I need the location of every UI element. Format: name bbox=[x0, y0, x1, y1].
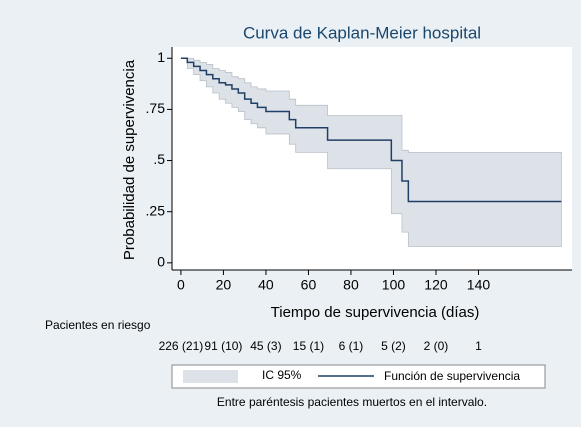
risk-count: 15 (1) bbox=[293, 339, 324, 353]
x-axis-label: Tiempo de supervivencia (días) bbox=[271, 304, 480, 321]
x-tick-label: 40 bbox=[258, 277, 274, 293]
x-tick-label: 100 bbox=[382, 277, 406, 293]
risk-count: 5 (2) bbox=[381, 339, 406, 353]
y-tick-label: .25 bbox=[146, 202, 166, 218]
chart-title: Curva de Kaplan-Meier hospital bbox=[243, 23, 481, 42]
y-tick-label: .5 bbox=[153, 151, 165, 167]
risk-count: 226 (21) bbox=[159, 339, 204, 353]
legend-label: Función de supervivencia bbox=[384, 369, 520, 383]
risk-count: 1 bbox=[475, 339, 482, 353]
risk-count: 2 (0) bbox=[424, 339, 449, 353]
survival-line bbox=[180, 57, 562, 203]
x-tick-label: 60 bbox=[301, 277, 317, 293]
ci-band bbox=[180, 57, 562, 247]
risk-count: 91 (10) bbox=[204, 339, 242, 353]
x-tick-label: 0 bbox=[177, 277, 185, 293]
risk-table-label: Pacientes en riesgo bbox=[45, 318, 151, 332]
x-tick-label: 140 bbox=[467, 277, 491, 293]
y-tick-label: 0 bbox=[157, 254, 165, 270]
legend-swatch bbox=[183, 370, 238, 383]
x-tick-label: 80 bbox=[343, 277, 359, 293]
risk-count: 45 (3) bbox=[250, 339, 281, 353]
y-tick-label: 1 bbox=[157, 49, 165, 65]
x-tick-label: 120 bbox=[424, 277, 448, 293]
x-tick-label: 20 bbox=[216, 277, 232, 293]
note: Entre paréntesis pacientes muertos en el… bbox=[217, 395, 487, 409]
legend-label: IC 95% bbox=[262, 368, 302, 382]
y-tick-label: .75 bbox=[146, 100, 166, 116]
y-axis-label: Probabilidad de supervivencia bbox=[121, 59, 138, 260]
risk-count: 6 (1) bbox=[339, 339, 364, 353]
